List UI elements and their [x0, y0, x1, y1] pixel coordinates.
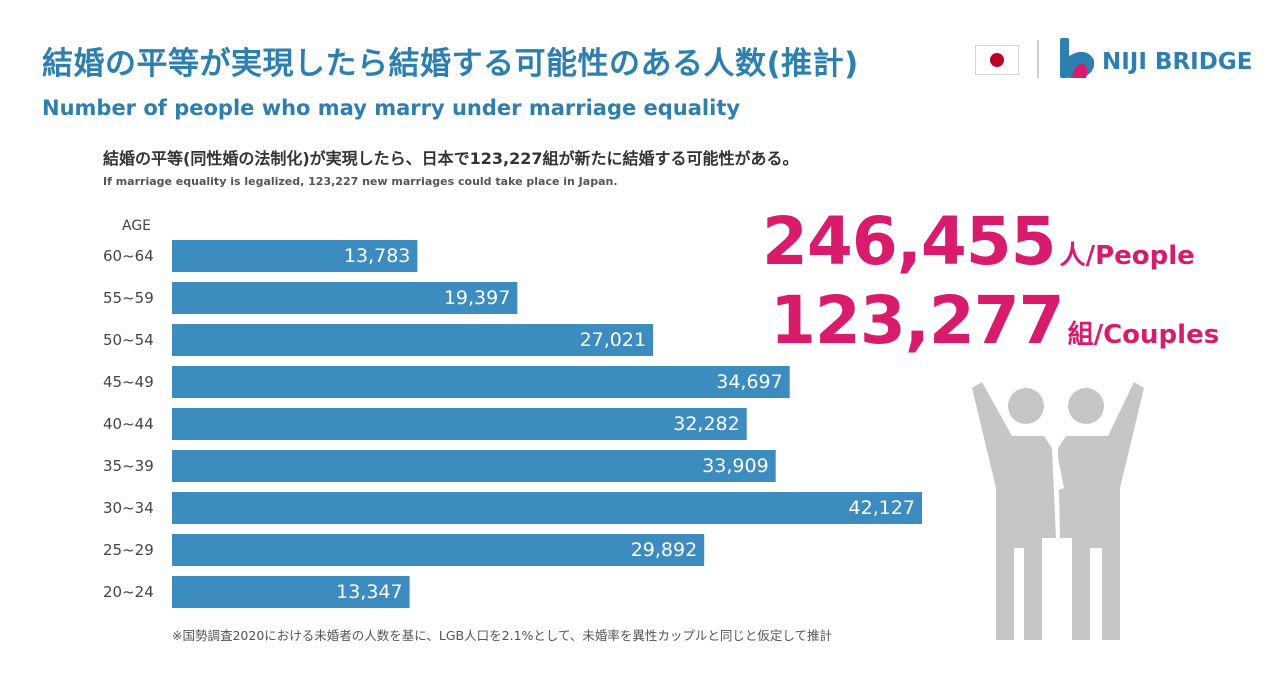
- people-total-value: 246,455: [762, 203, 1057, 280]
- japan-flag-icon: [975, 45, 1019, 75]
- bar-45~49: [172, 366, 790, 398]
- category-label-45~49: 45~49: [103, 373, 154, 391]
- category-label-60~64: 60~64: [103, 247, 154, 265]
- y-axis-label: AGE: [122, 218, 151, 234]
- note-english: If marriage equality is legalized, 123,2…: [103, 175, 618, 188]
- value-label-55~59: 19,397: [444, 287, 510, 309]
- value-label-20~24: 13,347: [336, 581, 402, 603]
- bar-40~44: [172, 408, 747, 440]
- note-japanese: 結婚の平等(同性婚の法制化)が実現したら、日本で123,227組が新たに結婚する…: [103, 149, 799, 168]
- category-label-55~59: 55~59: [103, 289, 154, 307]
- value-label-50~54: 27,021: [580, 329, 646, 351]
- couple-cheering-icon: [972, 382, 1144, 640]
- couples-total-value: 123,277: [770, 282, 1065, 359]
- brand-name: NIJI BRIDGE: [1102, 49, 1253, 75]
- people-total: 246,455 人/People: [762, 203, 1195, 280]
- category-label-40~44: 40~44: [103, 415, 154, 433]
- bar-60~64: [172, 240, 418, 272]
- bar-55~59: [172, 282, 518, 314]
- bar-20~24: [172, 576, 410, 608]
- bar-30~34: [172, 492, 922, 524]
- bar-25~29: [172, 534, 705, 566]
- couples-total-unit: 組/Couples: [1067, 320, 1220, 350]
- value-label-30~34: 42,127: [849, 497, 915, 519]
- footnote: ※国勢調査2020における未婚者の人数を基に、LGB人口を2.1%として、未婚率…: [172, 628, 833, 643]
- niji-bridge-logo-icon: [1060, 38, 1095, 78]
- value-label-45~49: 34,697: [716, 371, 782, 393]
- bar-35~39: [172, 450, 776, 482]
- couples-total: 123,277 組/Couples: [770, 282, 1219, 359]
- category-label-25~29: 25~29: [103, 541, 154, 559]
- people-total-unit: 人/People: [1059, 241, 1195, 271]
- value-label-60~64: 13,783: [344, 245, 410, 267]
- chart-title: 結婚の平等が実現したら結婚する可能性のある人数(推計): [42, 46, 859, 82]
- value-label-35~39: 33,909: [702, 455, 768, 477]
- chart-subtitle: Number of people who may marry under mar…: [42, 96, 741, 120]
- category-label-20~24: 20~24: [103, 583, 154, 601]
- category-label-50~54: 50~54: [103, 331, 154, 349]
- category-label-35~39: 35~39: [103, 457, 154, 475]
- header-divider: [1037, 40, 1039, 78]
- category-label-30~34: 30~34: [103, 499, 154, 517]
- value-label-25~29: 29,892: [631, 539, 697, 561]
- bar-50~54: [172, 324, 654, 356]
- value-label-40~44: 32,282: [673, 413, 739, 435]
